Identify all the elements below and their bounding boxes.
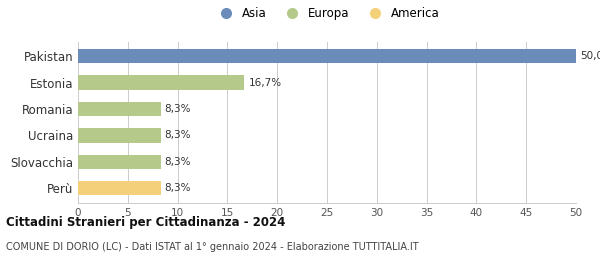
Bar: [78, 154, 161, 169]
Bar: [78, 49, 576, 63]
Text: 8,3%: 8,3%: [164, 104, 191, 114]
Text: COMUNE DI DORIO (LC) - Dati ISTAT al 1° gennaio 2024 - Elaborazione TUTTITALIA.I: COMUNE DI DORIO (LC) - Dati ISTAT al 1° …: [6, 242, 419, 252]
Bar: [78, 102, 161, 116]
Text: 8,3%: 8,3%: [164, 131, 191, 140]
Text: 16,7%: 16,7%: [248, 77, 281, 88]
Bar: [78, 181, 161, 196]
Bar: [78, 75, 244, 90]
Legend: Asia, Europa, America: Asia, Europa, America: [210, 2, 444, 25]
Text: 8,3%: 8,3%: [164, 183, 191, 193]
Text: Cittadini Stranieri per Cittadinanza - 2024: Cittadini Stranieri per Cittadinanza - 2…: [6, 216, 286, 229]
Bar: [78, 128, 161, 143]
Text: 50,0%: 50,0%: [580, 51, 600, 61]
Text: 8,3%: 8,3%: [164, 157, 191, 167]
